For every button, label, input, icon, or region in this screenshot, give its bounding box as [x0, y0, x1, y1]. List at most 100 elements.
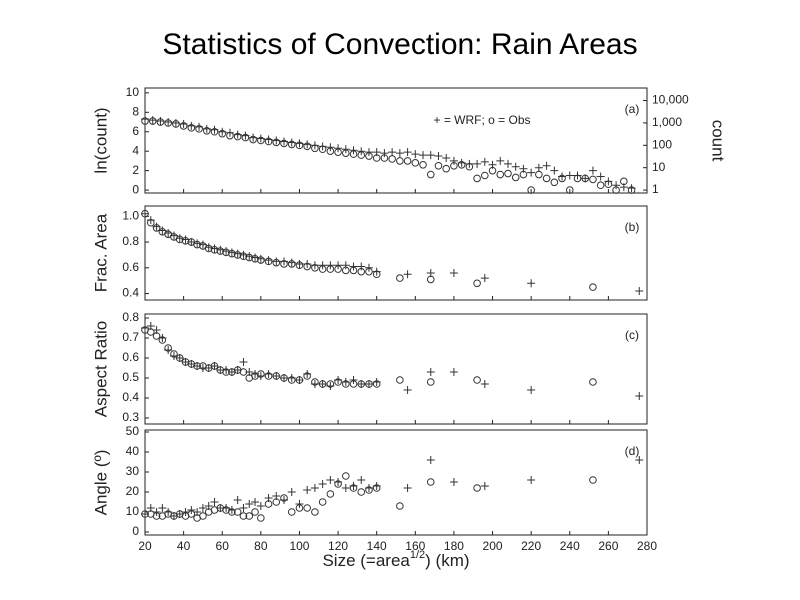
wrf-point [193, 508, 202, 516]
wrf-point [141, 115, 149, 124]
obs-point [473, 484, 481, 492]
wrf-point [310, 261, 319, 270]
wrf-point [287, 488, 296, 496]
y-tick-label: 10 [126, 85, 140, 99]
wrf-point [573, 171, 582, 180]
wrf-point [349, 482, 358, 490]
wrf-point [233, 496, 242, 504]
wrf-point [372, 482, 381, 490]
wrf-point [193, 362, 202, 370]
y-tick-label: 0.3 [122, 410, 139, 424]
wrf-point [264, 494, 273, 502]
wrf-point [195, 122, 204, 131]
wrf-point [233, 366, 242, 374]
x-tick-label: 40 [177, 539, 191, 553]
wrf-point [341, 484, 350, 492]
y-tick-label: 40 [126, 444, 140, 458]
wrf-point [334, 376, 343, 384]
wrf-point [364, 263, 373, 272]
wrf-point [480, 157, 489, 166]
wrf-point [318, 480, 327, 488]
obs-point [419, 161, 427, 169]
wrf-point [295, 139, 304, 148]
obs-point [403, 157, 412, 165]
wrf-point [303, 259, 312, 268]
wrf-point [604, 177, 613, 186]
y-tick-label: 50 [126, 424, 140, 438]
x-label-part: Size (=area [322, 551, 410, 570]
obs-point [287, 508, 296, 516]
wrf-point [156, 117, 165, 126]
wrf-point [303, 140, 312, 149]
y2-tick-label: 1,000 [652, 115, 682, 129]
wrf-point [318, 380, 327, 388]
wrf-point [225, 128, 234, 137]
wrf-point [175, 234, 184, 243]
obs-point [589, 175, 597, 184]
wrf-point [457, 158, 466, 167]
wrf-point [171, 119, 180, 127]
y2-tick-label: 10 [652, 160, 666, 174]
x-tick-label: 280 [637, 539, 657, 553]
wrf-point [251, 253, 260, 262]
y-tick-label: 4 [132, 143, 139, 157]
obs-point [357, 488, 366, 496]
wrf-point [227, 368, 236, 376]
wrf-point [175, 354, 184, 362]
wrf-point [419, 151, 428, 160]
wrf-point [449, 478, 458, 486]
panel-frame [144, 87, 648, 194]
x-tick-label: 240 [560, 539, 580, 553]
y-axis-label: Aspect Ratio [91, 321, 110, 417]
wrf-point [287, 374, 296, 382]
wrf-point [245, 368, 254, 376]
wrf-point [534, 163, 543, 172]
wrf-point [287, 138, 296, 147]
obs-point [257, 514, 265, 522]
wrf-point [264, 135, 273, 144]
wrf-point [249, 133, 258, 142]
wrf-point [193, 239, 202, 248]
wrf-point [187, 238, 196, 247]
wrf-point [357, 476, 366, 484]
panel-label: (b) [625, 220, 640, 234]
wrf-point [158, 504, 167, 512]
wrf-point [187, 506, 196, 514]
wrf-point [326, 261, 335, 270]
obs-point [473, 376, 481, 384]
wrf-point [364, 484, 373, 492]
wrf-point [341, 378, 350, 386]
wrf-point [565, 171, 574, 180]
wrf-point [179, 119, 188, 128]
y-tick-label: 0.5 [122, 370, 139, 384]
panel-frame [144, 205, 648, 301]
wrf-point [251, 370, 260, 378]
obs-point [481, 171, 489, 180]
wrf-point [596, 172, 605, 181]
wrf-point [169, 512, 178, 520]
wrf-point [202, 124, 211, 133]
wrf-point [349, 146, 358, 155]
wrf-point [216, 245, 225, 254]
wrf-point [295, 376, 304, 384]
wrf-point [272, 257, 281, 266]
wrf-point [204, 364, 213, 372]
x-tick-label: 160 [405, 539, 425, 553]
x-tick-label: 80 [254, 539, 268, 553]
wrf-point [480, 274, 489, 283]
x-tick-label: 180 [444, 539, 464, 553]
obs-point [504, 169, 512, 178]
wrf-point [169, 352, 178, 360]
panel-frame [144, 429, 648, 536]
y2-tick-label: 100 [652, 137, 672, 151]
obs-point [342, 472, 350, 480]
wrf-point [272, 372, 281, 380]
obs-point [396, 502, 404, 510]
wrf-point [326, 143, 335, 152]
wrf-point [152, 222, 161, 231]
wrf-point [588, 166, 597, 175]
x-tick-label: 200 [483, 539, 503, 553]
wrf-point [169, 231, 178, 240]
wrf-point [334, 478, 343, 486]
obs-point [589, 283, 597, 291]
